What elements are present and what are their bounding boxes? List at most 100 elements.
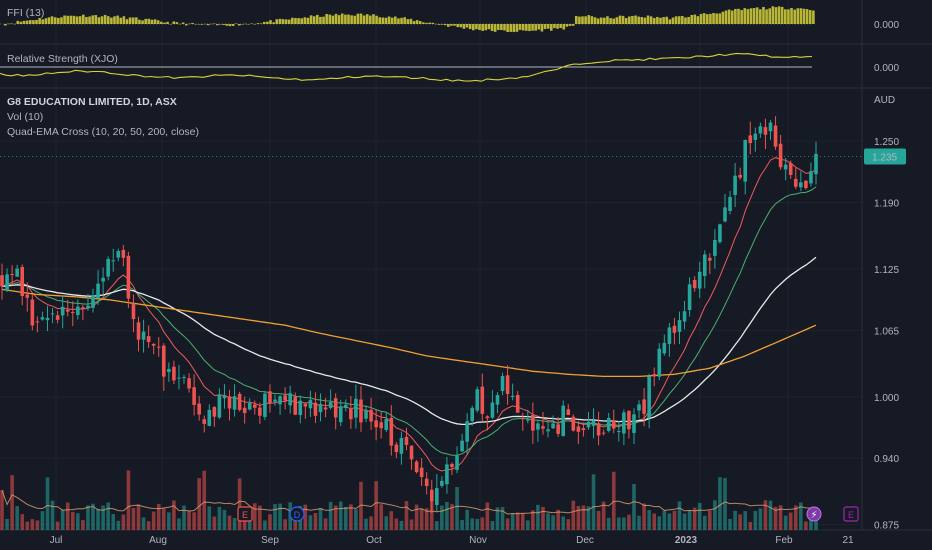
candle-body	[677, 320, 682, 332]
time-tick-label: Oct	[366, 535, 382, 546]
ffi-pane[interactable]: 0.000	[0, 6, 899, 33]
candle-body	[156, 346, 161, 348]
ffi-bar	[63, 15, 66, 24]
ffi-bar	[25, 20, 29, 24]
ffi-bar	[796, 8, 800, 24]
split-icon	[806, 506, 822, 522]
symbol-title[interactable]: G8 EDUCATION LIMITED, 1D, ASX	[7, 96, 177, 108]
volume-bar	[252, 503, 257, 530]
volume-bar	[566, 519, 571, 530]
candle-body	[50, 313, 55, 315]
ffi-bar	[47, 17, 51, 24]
candle-body	[0, 275, 4, 287]
ffi-bar	[340, 13, 344, 24]
ffi-bar	[415, 20, 419, 24]
volume-bar	[591, 474, 596, 530]
candle-body	[187, 378, 191, 389]
event-markers[interactable]: E D E ⚡	[237, 506, 859, 522]
candle-body	[455, 455, 459, 470]
ffi-bar	[10, 23, 13, 25]
candle-body	[429, 489, 434, 502]
candle-body	[212, 407, 217, 417]
volume-bar	[571, 500, 576, 530]
volume-bar	[485, 502, 490, 530]
volume-bar	[237, 478, 242, 530]
volume-bar	[778, 505, 783, 530]
candle-body	[733, 175, 737, 195]
ffi-bar	[409, 18, 413, 24]
candle-body	[197, 403, 201, 415]
volume-bar	[667, 513, 672, 530]
ffi-bar	[690, 15, 693, 24]
ffi-bar	[687, 17, 690, 24]
ffi-bar	[734, 8, 737, 24]
time-tick-label: Jul	[50, 535, 63, 546]
candle-body	[667, 327, 672, 344]
candle-body	[541, 426, 545, 429]
volume-bar	[379, 504, 383, 530]
volume-bar	[313, 512, 318, 530]
ffi-bar	[72, 15, 76, 24]
ffi-bar	[291, 17, 294, 24]
volume-bar	[531, 510, 535, 530]
volume-bar	[622, 517, 626, 530]
candle-body	[237, 393, 242, 410]
quad-ema-label[interactable]: Quad-EMA Cross (10, 20, 50, 200, close)	[7, 126, 200, 138]
volume-bar	[551, 515, 555, 530]
volume-bar	[192, 512, 196, 530]
volume-bar	[283, 519, 287, 530]
volume-bar	[520, 513, 525, 530]
volume-label[interactable]: Vol (10)	[7, 111, 44, 123]
ffi-bar	[768, 8, 771, 24]
rs-value-label: 0.000	[874, 63, 899, 74]
ffi-bar	[681, 16, 684, 24]
ffi-bar	[465, 24, 469, 28]
volume-bar	[617, 517, 621, 530]
relative-strength-pane[interactable]: 0.000	[0, 52, 899, 82]
candle-body	[723, 207, 727, 222]
volume-bar	[611, 471, 616, 530]
volume-bar	[333, 505, 338, 530]
candle-body	[728, 196, 732, 211]
volume-bar	[359, 481, 363, 530]
ema-50-line	[1, 256, 817, 426]
volume-bar	[10, 475, 14, 530]
candle-body	[364, 410, 368, 419]
ffi-bar	[325, 14, 328, 24]
price-axis[interactable]: AUD 1.250 1.190 1.125 1.065 1.000 0.940 0.875 1.…	[864, 95, 906, 532]
price-tick-label: 1.190	[874, 199, 899, 210]
volume-bar	[349, 504, 353, 530]
candle-body	[217, 394, 222, 418]
candle-body	[804, 180, 808, 189]
ffi-bar	[456, 24, 459, 28]
volume-bar	[495, 507, 500, 530]
volume-bar	[399, 520, 404, 530]
ffi-bar	[22, 20, 26, 24]
candle-body	[25, 294, 30, 298]
time-axis[interactable]: Jul Aug Sep Oct Nov Dec 2023 Feb 21	[50, 535, 854, 546]
candle-body	[404, 436, 409, 445]
ffi-bar	[238, 24, 241, 26]
candle-body	[692, 279, 697, 289]
ffi-bar	[362, 15, 366, 24]
volume-bar	[91, 503, 95, 530]
ffi-bar	[677, 16, 681, 24]
volume-bar	[187, 510, 191, 530]
volume-bar	[172, 500, 176, 530]
volume-bar	[146, 521, 151, 530]
candle-body	[182, 377, 186, 379]
ffi-bar	[762, 6, 765, 24]
candle-body	[192, 387, 196, 405]
ffi-bar	[649, 16, 653, 24]
volume-bar	[65, 502, 70, 530]
volume-bar	[20, 514, 25, 530]
candle-body	[596, 423, 601, 436]
ffi-bar	[484, 24, 488, 31]
volume-bar	[76, 513, 80, 530]
ffi-bar	[503, 24, 506, 31]
candle-body	[242, 407, 247, 414]
ffi-bar	[556, 24, 559, 29]
volume-bar	[177, 518, 181, 530]
volume-bar	[480, 517, 485, 530]
